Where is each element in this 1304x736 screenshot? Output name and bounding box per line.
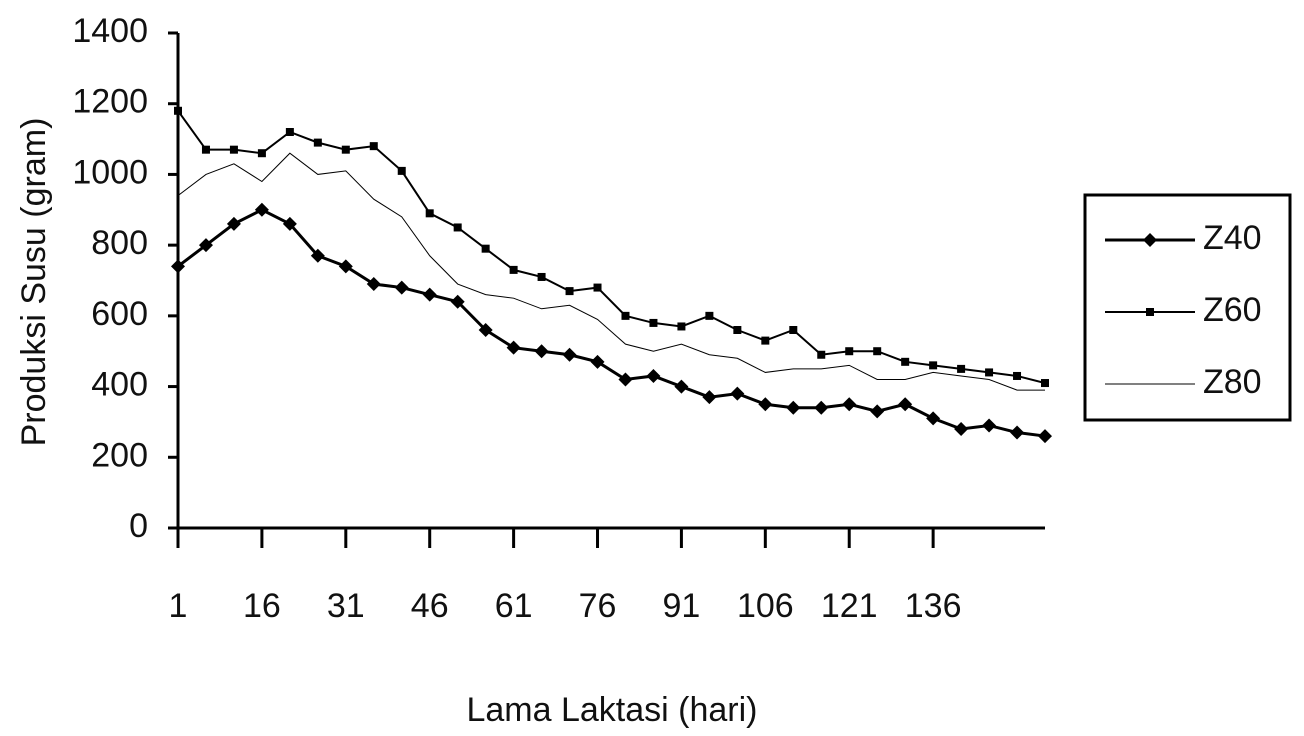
marker <box>1038 429 1052 444</box>
marker <box>1010 425 1025 440</box>
marker <box>369 142 378 151</box>
x-tick-label: 61 <box>495 587 533 625</box>
x-tick-label: 1 <box>169 587 188 625</box>
legend-label: Z40 <box>1203 219 1262 257</box>
marker <box>506 340 521 355</box>
marker <box>565 287 574 296</box>
marker <box>817 350 826 359</box>
marker <box>954 422 969 436</box>
y-tick-label: 200 <box>91 436 148 474</box>
marker <box>1013 371 1022 380</box>
marker <box>814 400 829 415</box>
y-axis-title: Produksi Susu (gram) <box>15 118 53 447</box>
marker <box>226 216 241 231</box>
x-tick-label: 121 <box>821 587 878 625</box>
marker <box>201 145 210 154</box>
marker <box>929 361 938 370</box>
x-tick-label: 136 <box>905 587 962 625</box>
marker <box>257 149 266 158</box>
marker <box>789 326 798 334</box>
marker <box>957 364 966 373</box>
y-tick-label: 1000 <box>72 153 148 191</box>
marker <box>397 166 406 175</box>
marker <box>702 390 717 405</box>
marker <box>898 397 913 412</box>
marker <box>198 238 213 253</box>
marker <box>649 318 658 327</box>
marker <box>478 323 493 337</box>
marker <box>677 322 686 331</box>
marker <box>901 357 910 366</box>
x-axis-title: Lama Laktasi (hari) <box>466 691 757 729</box>
marker <box>758 397 773 412</box>
marker <box>481 244 490 253</box>
marker <box>341 145 350 154</box>
y-tick-label: 1400 <box>72 12 148 50</box>
legend-label: Z80 <box>1203 363 1262 401</box>
x-tick-label: 31 <box>327 587 365 625</box>
y-tick-label: 1200 <box>72 83 148 121</box>
marker <box>590 354 605 369</box>
marker <box>254 202 269 217</box>
marker <box>562 347 577 362</box>
marker <box>453 223 462 232</box>
marker <box>621 311 630 320</box>
marker <box>926 411 941 426</box>
legend-label: Z60 <box>1203 291 1262 329</box>
marker <box>733 326 742 334</box>
marker <box>285 128 294 136</box>
marker <box>786 400 801 415</box>
marker <box>174 106 182 115</box>
marker <box>705 311 714 320</box>
marker <box>674 379 689 394</box>
marker <box>593 283 602 292</box>
y-tick-label: 800 <box>91 224 148 262</box>
series-line <box>177 152 1045 391</box>
marker <box>229 145 238 154</box>
marker <box>845 347 854 356</box>
marker <box>509 265 518 274</box>
marker <box>761 336 770 345</box>
x-tick-label: 16 <box>243 587 281 625</box>
marker <box>171 259 185 274</box>
x-tick-label: 106 <box>737 587 794 625</box>
legend <box>1083 193 1292 422</box>
marker <box>985 368 994 377</box>
marker <box>394 280 409 295</box>
y-tick-label: 0 <box>129 507 148 545</box>
marker <box>618 372 633 387</box>
series-line <box>177 110 1046 385</box>
marker <box>282 216 297 231</box>
marker <box>982 418 997 433</box>
y-tick-label: 600 <box>91 295 148 333</box>
marker <box>730 386 745 401</box>
marker <box>873 347 882 356</box>
x-tick-label: 76 <box>579 587 617 625</box>
marker <box>313 138 322 147</box>
marker <box>646 368 661 383</box>
y-tick-label: 400 <box>91 366 148 404</box>
marker <box>425 209 434 218</box>
x-tick-label: 91 <box>663 587 701 625</box>
marker <box>422 287 437 302</box>
marker <box>842 397 857 412</box>
marker <box>450 294 465 309</box>
marker <box>338 259 353 274</box>
marker <box>310 248 325 263</box>
marker <box>870 404 885 419</box>
marker <box>537 272 546 281</box>
marker <box>366 277 381 292</box>
marker <box>1146 308 1154 316</box>
marker <box>534 344 549 359</box>
marker <box>1143 233 1157 247</box>
x-tick-label: 46 <box>411 587 449 625</box>
marker <box>1041 379 1049 388</box>
